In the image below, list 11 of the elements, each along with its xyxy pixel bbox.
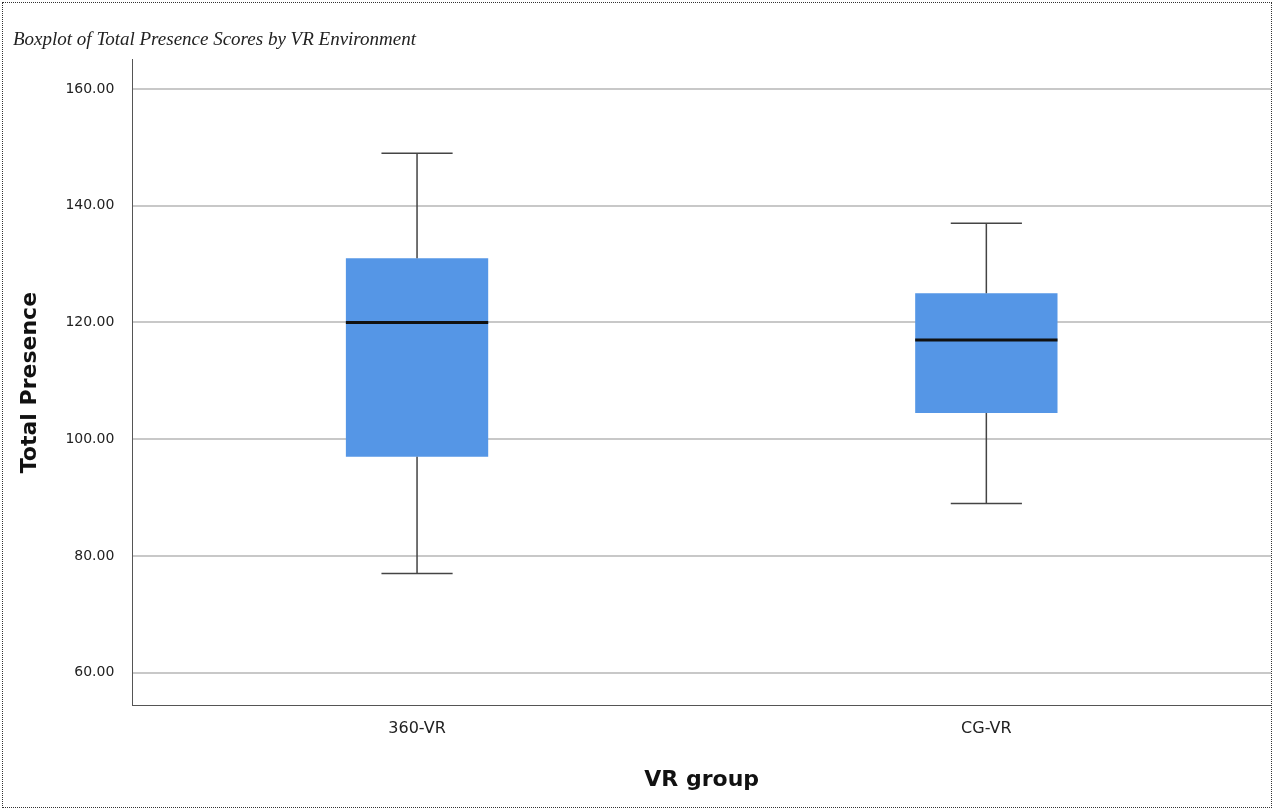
y-axis-title: Total Presence xyxy=(15,291,41,474)
y-tick-label: 120.00 xyxy=(65,313,115,330)
x-axis-title: VR group xyxy=(644,765,760,791)
y-tick-label: 160.00 xyxy=(65,79,115,96)
y-tick-label: 140.00 xyxy=(65,196,115,213)
y-tick-label: 60.00 xyxy=(74,663,115,680)
chart-title: Boxplot of Total Presence Scores by VR Environment xyxy=(13,28,417,50)
x-tick-label: CG-VR xyxy=(961,718,1012,738)
y-tick-label: 80.00 xyxy=(74,546,115,563)
y-tick-label: 100.00 xyxy=(65,429,115,446)
x-tick-label: 360-VR xyxy=(388,718,446,738)
